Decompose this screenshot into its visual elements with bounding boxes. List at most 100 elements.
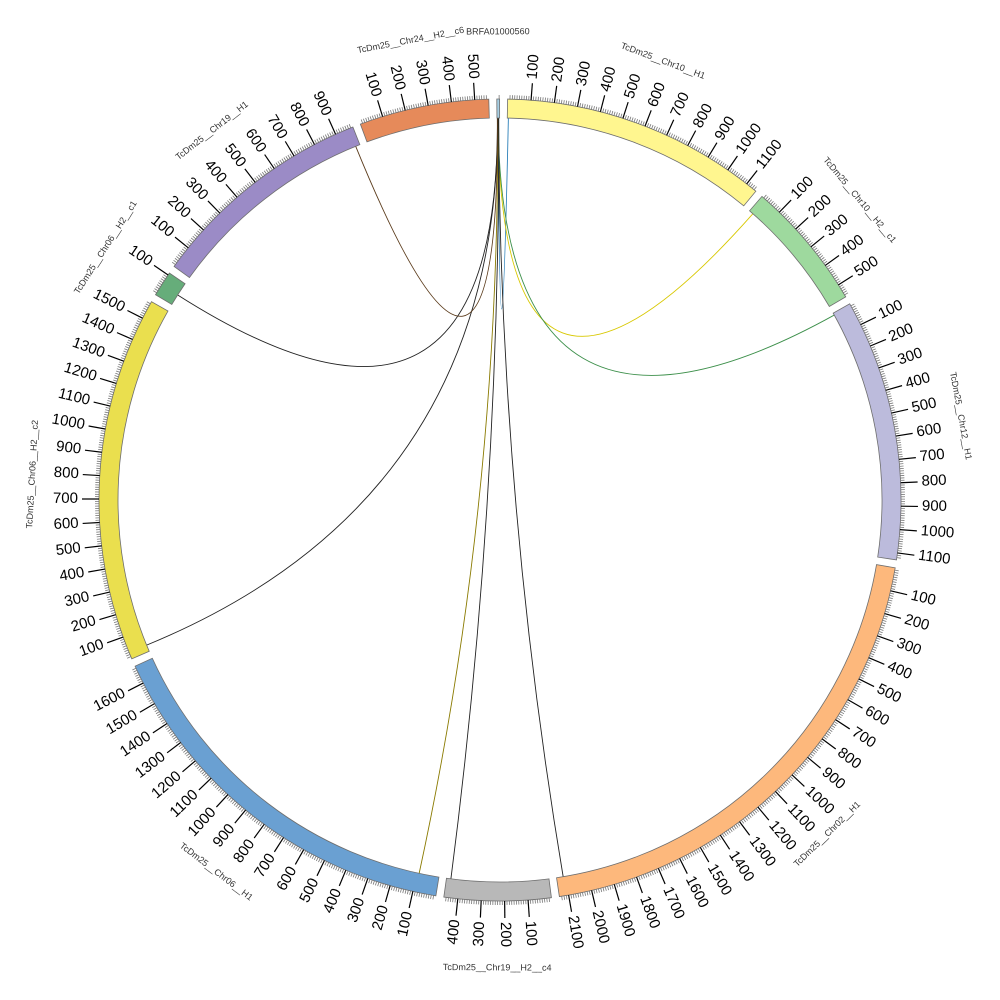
minor-tick xyxy=(788,777,792,782)
major-tick xyxy=(99,614,116,621)
minor-tick xyxy=(697,147,701,152)
minor-tick xyxy=(228,797,232,801)
minor-tick xyxy=(197,230,201,234)
major-tick xyxy=(810,235,825,248)
minor-tick xyxy=(175,740,180,744)
minor-tick xyxy=(106,593,111,596)
minor-tick xyxy=(817,253,822,257)
minor-tick xyxy=(149,701,154,704)
minor-tick xyxy=(863,328,868,332)
major-tick xyxy=(884,612,902,619)
minor-tick xyxy=(759,805,763,809)
minor-tick xyxy=(888,400,893,403)
minor-tick xyxy=(750,812,754,817)
minor-tick xyxy=(836,717,841,721)
major-tick xyxy=(127,682,144,692)
minor-tick xyxy=(415,103,418,108)
minor-tick xyxy=(885,608,890,611)
minor-tick xyxy=(328,863,332,868)
minor-tick xyxy=(892,583,897,586)
minor-tick xyxy=(299,147,303,152)
minor-tick xyxy=(894,569,899,572)
major-tick xyxy=(153,264,169,276)
major-tick xyxy=(479,900,482,918)
minor-tick xyxy=(220,206,224,211)
minor-tick xyxy=(871,650,876,654)
minor-tick xyxy=(873,646,878,649)
minor-tick xyxy=(780,786,784,790)
major-tick xyxy=(739,821,751,836)
minor-tick xyxy=(875,639,880,643)
minor-tick xyxy=(176,256,180,260)
minor-tick xyxy=(897,554,902,557)
minor-tick xyxy=(327,133,330,138)
minor-tick xyxy=(649,871,652,876)
minor-tick xyxy=(826,264,831,268)
minor-tick xyxy=(640,875,643,880)
minor-tick xyxy=(136,320,141,323)
minor-tick xyxy=(372,115,375,120)
tick-label: 800 xyxy=(286,100,313,130)
minor-tick xyxy=(611,110,614,115)
minor-tick xyxy=(895,430,900,432)
minor-tick xyxy=(269,166,273,171)
major-tick xyxy=(424,88,429,106)
minor-tick xyxy=(124,348,129,351)
minor-tick xyxy=(250,180,254,185)
minor-tick xyxy=(876,361,881,364)
segment-chr10_h2_c1 xyxy=(748,195,847,308)
minor-tick xyxy=(201,225,206,229)
minor-tick xyxy=(103,580,108,582)
major-tick xyxy=(99,377,117,384)
minor-tick xyxy=(142,688,147,692)
tick-label: 600 xyxy=(242,125,270,155)
minor-tick xyxy=(742,818,747,823)
tick-label: 1100 xyxy=(917,547,951,568)
minor-tick xyxy=(827,266,832,270)
minor-tick xyxy=(891,585,896,588)
tick-label: 500 xyxy=(621,72,645,101)
minor-tick xyxy=(267,828,271,832)
minor-tick xyxy=(649,124,652,129)
minor-tick xyxy=(864,331,869,334)
minor-tick xyxy=(115,372,120,375)
minor-tick xyxy=(275,833,278,838)
link-chr06_h1 xyxy=(418,118,499,874)
minor-tick xyxy=(273,163,277,168)
minor-tick xyxy=(835,278,840,282)
tick-label: 500 xyxy=(851,253,881,281)
minor-tick xyxy=(104,413,109,416)
minor-tick xyxy=(595,106,598,111)
minor-tick xyxy=(265,826,269,831)
minor-tick xyxy=(106,596,111,598)
minor-tick xyxy=(611,884,614,889)
major-tick xyxy=(264,154,275,169)
minor-tick xyxy=(116,368,121,371)
segment-label: TcDm25__Chr24__H2__c6 xyxy=(356,25,464,56)
minor-tick xyxy=(710,841,713,845)
minor-tick xyxy=(313,856,317,861)
minor-tick xyxy=(764,800,768,805)
minor-tick xyxy=(213,213,217,217)
major-tick xyxy=(870,338,887,347)
minor-tick xyxy=(101,573,106,575)
major-tick xyxy=(473,82,476,100)
major-tick xyxy=(316,860,325,877)
major-tick xyxy=(182,760,196,773)
minor-tick xyxy=(111,612,116,614)
minor-tick xyxy=(102,420,107,423)
major-tick xyxy=(835,719,851,730)
minor-tick xyxy=(880,624,886,627)
minor-tick xyxy=(265,169,269,173)
minor-tick xyxy=(211,214,216,219)
minor-tick xyxy=(395,887,398,892)
minor-tick xyxy=(890,407,895,409)
minor-tick xyxy=(770,200,774,205)
minor-tick xyxy=(430,894,432,900)
minor-tick xyxy=(755,808,759,812)
major-tick xyxy=(824,255,840,266)
minor-tick xyxy=(277,834,280,839)
minor-tick xyxy=(897,444,902,446)
minor-tick xyxy=(132,667,137,671)
minor-tick xyxy=(111,386,116,389)
